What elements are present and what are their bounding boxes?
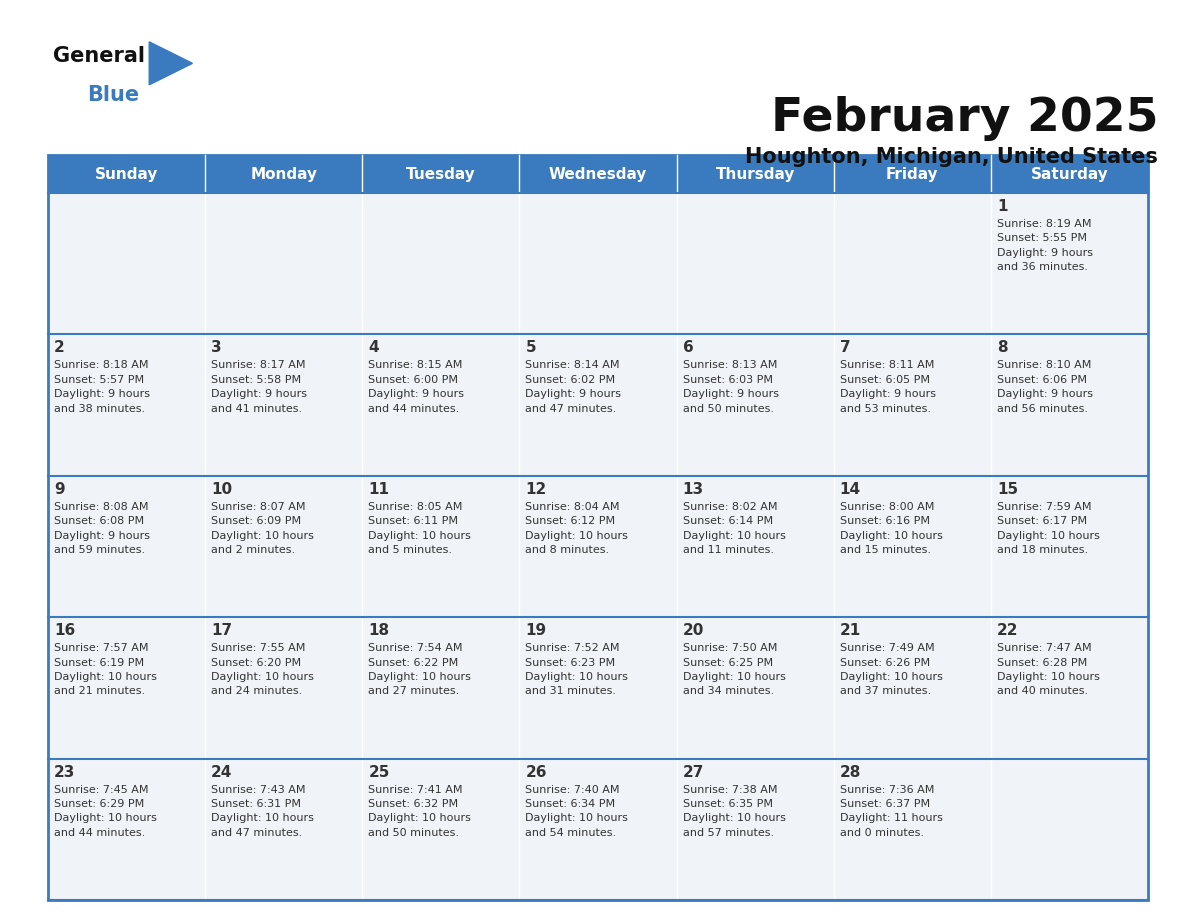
Text: Sunrise: 7:49 AM
Sunset: 6:26 PM
Daylight: 10 hours
and 37 minutes.: Sunrise: 7:49 AM Sunset: 6:26 PM Dayligh…: [840, 644, 942, 697]
Text: 22: 22: [997, 623, 1018, 638]
Text: 25: 25: [368, 765, 390, 779]
Text: Sunrise: 8:05 AM
Sunset: 6:11 PM
Daylight: 10 hours
and 5 minutes.: Sunrise: 8:05 AM Sunset: 6:11 PM Dayligh…: [368, 502, 472, 555]
Text: Sunrise: 8:15 AM
Sunset: 6:00 PM
Daylight: 9 hours
and 44 minutes.: Sunrise: 8:15 AM Sunset: 6:00 PM Dayligh…: [368, 361, 465, 414]
Text: 4: 4: [368, 341, 379, 355]
Text: Sunrise: 8:02 AM
Sunset: 6:14 PM
Daylight: 10 hours
and 11 minutes.: Sunrise: 8:02 AM Sunset: 6:14 PM Dayligh…: [683, 502, 785, 555]
Text: Sunrise: 7:54 AM
Sunset: 6:22 PM
Daylight: 10 hours
and 27 minutes.: Sunrise: 7:54 AM Sunset: 6:22 PM Dayligh…: [368, 644, 472, 697]
Text: Sunrise: 8:17 AM
Sunset: 5:58 PM
Daylight: 9 hours
and 41 minutes.: Sunrise: 8:17 AM Sunset: 5:58 PM Dayligh…: [211, 361, 308, 414]
Text: Sunrise: 7:47 AM
Sunset: 6:28 PM
Daylight: 10 hours
and 40 minutes.: Sunrise: 7:47 AM Sunset: 6:28 PM Dayligh…: [997, 644, 1100, 697]
Text: Sunday: Sunday: [95, 166, 158, 182]
Text: 3: 3: [211, 341, 222, 355]
Text: Sunrise: 7:59 AM
Sunset: 6:17 PM
Daylight: 10 hours
and 18 minutes.: Sunrise: 7:59 AM Sunset: 6:17 PM Dayligh…: [997, 502, 1100, 555]
Text: 28: 28: [840, 765, 861, 779]
Text: 13: 13: [683, 482, 703, 497]
Text: Houghton, Michigan, United States: Houghton, Michigan, United States: [745, 147, 1158, 167]
Text: Sunrise: 8:11 AM
Sunset: 6:05 PM
Daylight: 9 hours
and 53 minutes.: Sunrise: 8:11 AM Sunset: 6:05 PM Dayligh…: [840, 361, 936, 414]
Text: Sunrise: 7:40 AM
Sunset: 6:34 PM
Daylight: 10 hours
and 54 minutes.: Sunrise: 7:40 AM Sunset: 6:34 PM Dayligh…: [525, 785, 628, 838]
Text: General: General: [53, 46, 145, 66]
Text: 20: 20: [683, 623, 704, 638]
Text: Wednesday: Wednesday: [549, 166, 647, 182]
Text: Sunrise: 7:36 AM
Sunset: 6:37 PM
Daylight: 11 hours
and 0 minutes.: Sunrise: 7:36 AM Sunset: 6:37 PM Dayligh…: [840, 785, 942, 838]
Text: Sunrise: 8:13 AM
Sunset: 6:03 PM
Daylight: 9 hours
and 50 minutes.: Sunrise: 8:13 AM Sunset: 6:03 PM Dayligh…: [683, 361, 778, 414]
Text: Sunrise: 7:55 AM
Sunset: 6:20 PM
Daylight: 10 hours
and 24 minutes.: Sunrise: 7:55 AM Sunset: 6:20 PM Dayligh…: [211, 644, 314, 697]
Text: 1: 1: [997, 199, 1007, 214]
Text: Sunrise: 7:57 AM
Sunset: 6:19 PM
Daylight: 10 hours
and 21 minutes.: Sunrise: 7:57 AM Sunset: 6:19 PM Dayligh…: [53, 644, 157, 697]
Text: Blue: Blue: [88, 84, 139, 105]
Text: 15: 15: [997, 482, 1018, 497]
Text: Monday: Monday: [251, 166, 317, 182]
Text: 10: 10: [211, 482, 233, 497]
Text: Sunrise: 8:08 AM
Sunset: 6:08 PM
Daylight: 9 hours
and 59 minutes.: Sunrise: 8:08 AM Sunset: 6:08 PM Dayligh…: [53, 502, 150, 555]
Text: 26: 26: [525, 765, 546, 779]
Text: Sunrise: 8:10 AM
Sunset: 6:06 PM
Daylight: 9 hours
and 56 minutes.: Sunrise: 8:10 AM Sunset: 6:06 PM Dayligh…: [997, 361, 1093, 414]
Text: 19: 19: [525, 623, 546, 638]
Text: Sunrise: 8:14 AM
Sunset: 6:02 PM
Daylight: 9 hours
and 47 minutes.: Sunrise: 8:14 AM Sunset: 6:02 PM Dayligh…: [525, 361, 621, 414]
Polygon shape: [150, 42, 192, 84]
Text: Sunrise: 8:00 AM
Sunset: 6:16 PM
Daylight: 10 hours
and 15 minutes.: Sunrise: 8:00 AM Sunset: 6:16 PM Dayligh…: [840, 502, 942, 555]
Text: 5: 5: [525, 341, 536, 355]
Text: 9: 9: [53, 482, 64, 497]
Text: 23: 23: [53, 765, 75, 779]
Text: Friday: Friday: [886, 166, 939, 182]
Text: Tuesday: Tuesday: [406, 166, 475, 182]
Text: Sunrise: 7:41 AM
Sunset: 6:32 PM
Daylight: 10 hours
and 50 minutes.: Sunrise: 7:41 AM Sunset: 6:32 PM Dayligh…: [368, 785, 472, 838]
Text: February 2025: February 2025: [771, 96, 1158, 141]
Text: 16: 16: [53, 623, 75, 638]
Text: 2: 2: [53, 341, 65, 355]
Text: 27: 27: [683, 765, 704, 779]
Text: 21: 21: [840, 623, 861, 638]
Text: 14: 14: [840, 482, 861, 497]
Text: Thursday: Thursday: [715, 166, 795, 182]
Text: 11: 11: [368, 482, 390, 497]
Text: Sunrise: 7:45 AM
Sunset: 6:29 PM
Daylight: 10 hours
and 44 minutes.: Sunrise: 7:45 AM Sunset: 6:29 PM Dayligh…: [53, 785, 157, 838]
Text: Sunrise: 7:52 AM
Sunset: 6:23 PM
Daylight: 10 hours
and 31 minutes.: Sunrise: 7:52 AM Sunset: 6:23 PM Dayligh…: [525, 644, 628, 697]
Text: 7: 7: [840, 341, 851, 355]
Text: 8: 8: [997, 341, 1007, 355]
Text: Sunrise: 8:04 AM
Sunset: 6:12 PM
Daylight: 10 hours
and 8 minutes.: Sunrise: 8:04 AM Sunset: 6:12 PM Dayligh…: [525, 502, 628, 555]
Text: Sunrise: 7:43 AM
Sunset: 6:31 PM
Daylight: 10 hours
and 47 minutes.: Sunrise: 7:43 AM Sunset: 6:31 PM Dayligh…: [211, 785, 314, 838]
Text: Sunrise: 8:07 AM
Sunset: 6:09 PM
Daylight: 10 hours
and 2 minutes.: Sunrise: 8:07 AM Sunset: 6:09 PM Dayligh…: [211, 502, 314, 555]
Text: 17: 17: [211, 623, 233, 638]
Text: 6: 6: [683, 341, 694, 355]
Text: Sunrise: 7:38 AM
Sunset: 6:35 PM
Daylight: 10 hours
and 57 minutes.: Sunrise: 7:38 AM Sunset: 6:35 PM Dayligh…: [683, 785, 785, 838]
Text: Sunrise: 8:18 AM
Sunset: 5:57 PM
Daylight: 9 hours
and 38 minutes.: Sunrise: 8:18 AM Sunset: 5:57 PM Dayligh…: [53, 361, 150, 414]
Text: 12: 12: [525, 482, 546, 497]
Text: 18: 18: [368, 623, 390, 638]
Text: Saturday: Saturday: [1030, 166, 1108, 182]
Text: 24: 24: [211, 765, 233, 779]
Text: Sunrise: 8:19 AM
Sunset: 5:55 PM
Daylight: 9 hours
and 36 minutes.: Sunrise: 8:19 AM Sunset: 5:55 PM Dayligh…: [997, 219, 1093, 273]
Text: Sunrise: 7:50 AM
Sunset: 6:25 PM
Daylight: 10 hours
and 34 minutes.: Sunrise: 7:50 AM Sunset: 6:25 PM Dayligh…: [683, 644, 785, 697]
